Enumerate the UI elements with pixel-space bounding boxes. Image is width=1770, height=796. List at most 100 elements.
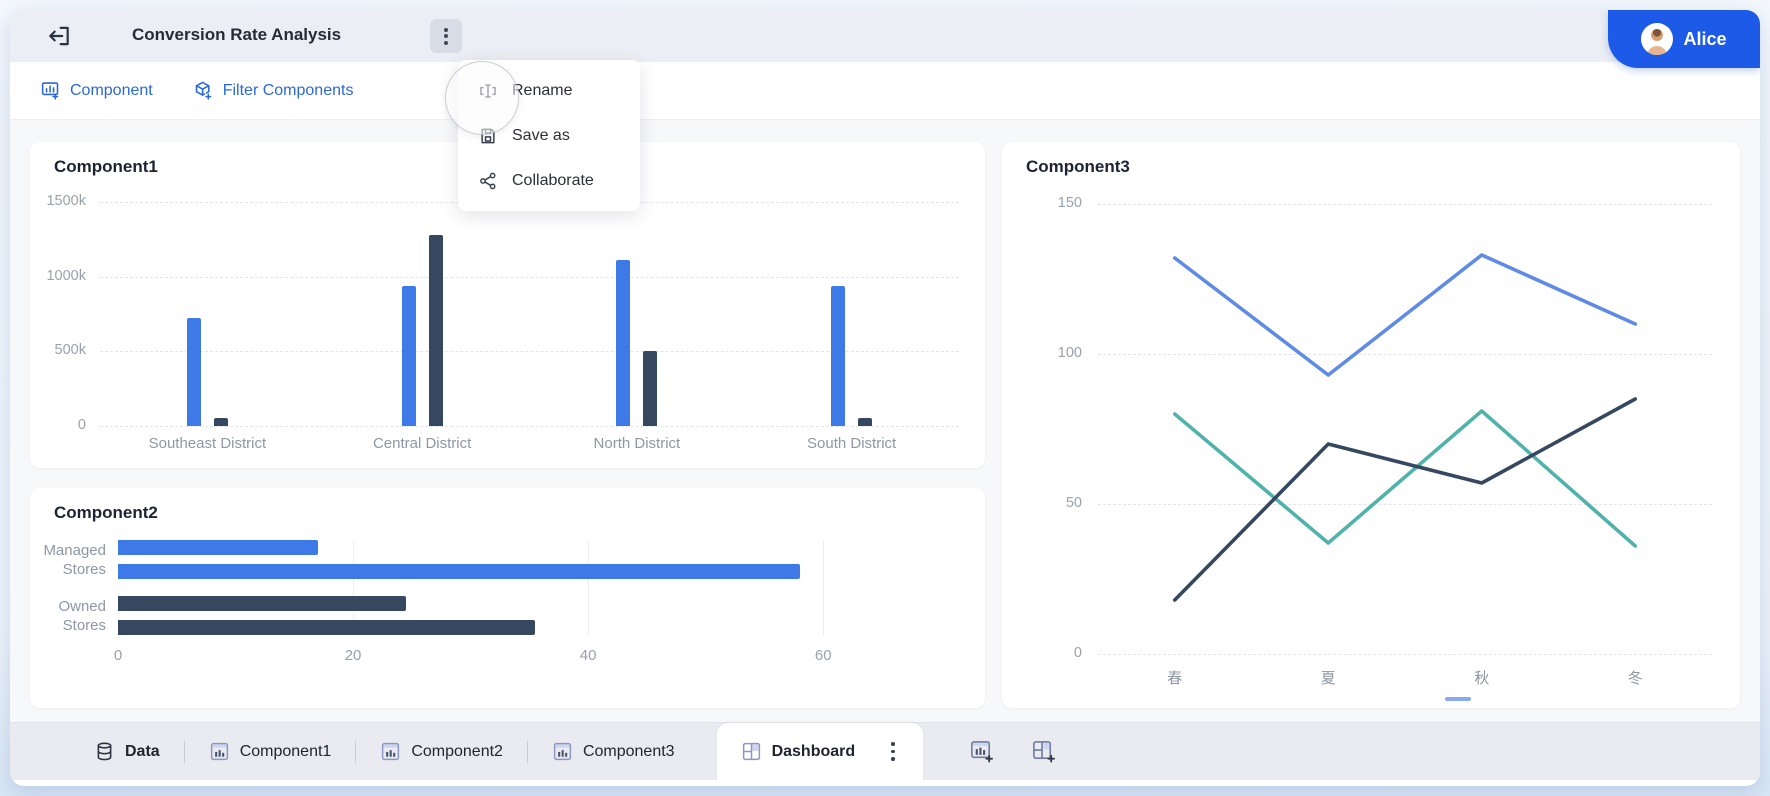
x-axis-category-label: Central District (372, 435, 472, 452)
component3-line-chart: 0 50 100 150 春 夏 秋 冬 (1002, 190, 1740, 700)
bar-owned-stores (118, 620, 536, 635)
x-axis-tick-label: 20 (344, 647, 362, 664)
bar-navy (858, 417, 873, 426)
grid-line (823, 540, 825, 635)
add-chart-icon (41, 82, 59, 100)
add-filter-cube-icon (195, 81, 212, 100)
tab-dashboard-active[interactable]: Dashboard (716, 722, 923, 781)
tab-component2[interactable]: Component2 (380, 741, 503, 762)
component3-card[interactable]: Component3 0 50 100 150 春 夏 秋 冬 (1002, 142, 1740, 708)
component3-title: Component3 (1026, 157, 1130, 176)
menu-item-collaborate[interactable]: Collaborate (458, 158, 640, 203)
menu-item-rename[interactable]: Rename (458, 68, 640, 113)
x-axis-category-label: 春 (1167, 670, 1183, 687)
bar-navy (643, 351, 658, 426)
bar-blue (831, 285, 846, 426)
save-icon (481, 128, 495, 143)
tab-label: Component3 (582, 742, 675, 760)
y-axis-tick-label: 1500k (46, 193, 86, 209)
y-axis-tick-label: 1000k (46, 267, 86, 284)
sheet-tab-bar: Data Component1 Component2 (10, 722, 1760, 781)
chart-sheet-icon (210, 742, 228, 761)
bar-owned-stores (118, 596, 406, 611)
y-axis-tick-label: 0 (77, 417, 86, 433)
x-axis-category-label: South District (807, 435, 897, 452)
grid-line (353, 540, 355, 635)
bar-managed-stores (118, 564, 800, 579)
line-navy (1172, 397, 1638, 602)
toolbar-item-filter-components[interactable]: Filter Components (193, 80, 353, 101)
line-series-layer (1172, 253, 1638, 602)
user-avatar (1641, 23, 1674, 55)
kebab-menu-icon (444, 25, 448, 47)
tab-dashboard-menu-button[interactable] (887, 736, 899, 767)
menu-item-label: Save as (512, 126, 570, 144)
tab-label: Data (125, 742, 160, 760)
y-axis-tick-label: 50 (1065, 495, 1082, 511)
chart-scroll-indicator[interactable] (1444, 697, 1471, 701)
bar-blue (401, 285, 416, 426)
page-title: Conversion Rate Analysis (132, 25, 342, 44)
y-axis-category-label: Managed Stores (43, 541, 106, 578)
grid-line (588, 540, 590, 635)
grid-line (100, 426, 959, 427)
title-context-menu: Rename Save as Collaborate (458, 60, 640, 211)
tab-separator (183, 740, 185, 763)
toolbar-item-component[interactable]: Component (40, 80, 153, 101)
line-blue (1172, 253, 1638, 377)
y-axis-tick-label: 0 (1073, 645, 1082, 661)
x-axis-category-label: 夏 (1320, 670, 1336, 687)
y-axis-category-label: Owned Stores (58, 597, 106, 634)
add-chart-sheet-icon (971, 741, 994, 763)
dashboard-canvas: Component1 0 500k 1000k 1500k Southeast Dist… (10, 120, 1760, 722)
grid-line (100, 276, 959, 278)
add-dashboard-button[interactable] (1027, 735, 1061, 769)
grid-line (100, 351, 959, 353)
grid-line (1098, 654, 1712, 655)
line-teal (1172, 409, 1638, 548)
y-axis-tick-label: 500k (54, 342, 86, 359)
toolbar-item-label: Component (70, 81, 153, 99)
bar-managed-stores (118, 540, 318, 555)
tab-component1[interactable]: Component1 (209, 741, 332, 762)
bar-blue (186, 318, 201, 426)
share-nodes-icon (480, 172, 496, 189)
dashboard-grid-icon (742, 742, 760, 761)
chart-sheet-icon (382, 742, 400, 761)
menu-item-save-as[interactable]: Save as (458, 113, 640, 158)
back-button[interactable] (46, 23, 72, 49)
tab-label: Component2 (411, 742, 503, 760)
grid-line (1098, 354, 1712, 355)
x-axis-category-label: North District (593, 435, 681, 452)
menu-item-label: Collaborate (512, 171, 594, 189)
x-axis-tick-label: 0 (113, 647, 123, 664)
toolbar: Component Filter Components Ot (10, 62, 1760, 120)
back-arrow-icon (49, 26, 69, 46)
component2-title: Component2 (54, 503, 158, 522)
tab-label: Component1 (239, 742, 332, 760)
chart-sheet-icon (553, 742, 572, 761)
header-bar: Conversion Rate Analysis Alice (10, 10, 1760, 68)
add-dashboard-grid-icon (1033, 741, 1056, 763)
rename-cursor-icon (480, 83, 496, 98)
x-axis-tick-label: 40 (579, 647, 597, 664)
bar-blue (616, 260, 631, 426)
component2-card[interactable]: Component2 0 20 40 60 Managed Stores Owned St… (30, 488, 985, 708)
x-axis-category-label: Southeast District (148, 435, 267, 452)
x-axis-category-label: 秋 (1474, 670, 1490, 687)
y-axis-tick-label: 150 (1057, 195, 1082, 211)
user-badge[interactable]: Alice (1608, 10, 1760, 68)
tab-component3[interactable]: Component3 (552, 741, 675, 762)
add-component-button[interactable] (965, 735, 999, 769)
bar-navy (213, 417, 228, 426)
database-icon (97, 742, 112, 761)
tab-separator (526, 740, 528, 763)
component1-bar-chart: 0 500k 1000k 1500k Southeast District Central… (30, 188, 985, 462)
y-axis-tick-label: 100 (1057, 345, 1082, 361)
title-menu-button[interactable] (430, 19, 462, 53)
tab-separator (355, 740, 357, 763)
tab-data[interactable]: Data (94, 741, 160, 762)
x-axis-tick-label: 60 (814, 647, 832, 664)
component1-title: Component1 (54, 157, 158, 176)
